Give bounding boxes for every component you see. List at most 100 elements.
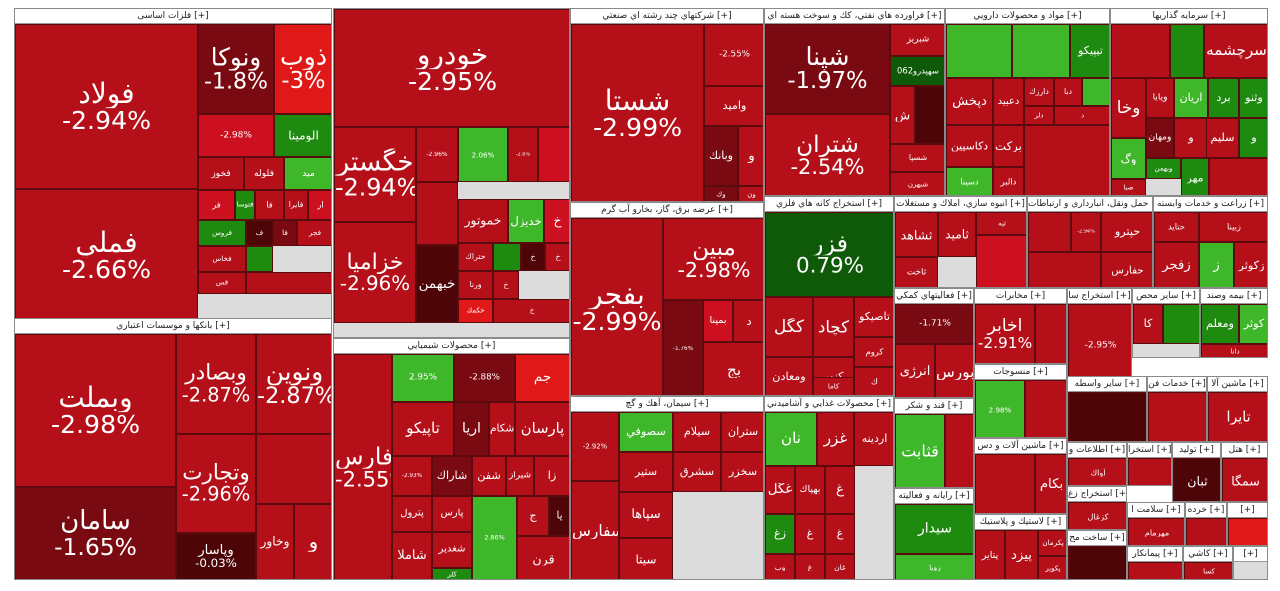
sector-header[interactable]: منسوجات [+] xyxy=(975,365,1066,380)
stock-tile[interactable]: كزغال xyxy=(1068,502,1126,529)
stock-tile[interactable] xyxy=(1228,518,1267,545)
stock-tile[interactable]: وبهمن xyxy=(1146,158,1181,179)
stock-tile[interactable]: 2.86% xyxy=(472,496,517,579)
sector-header[interactable]: استخراج سا [+] xyxy=(1068,289,1131,304)
stock-tile[interactable] xyxy=(1028,212,1071,252)
stock-tile[interactable]: غ xyxy=(795,554,825,579)
stock-tile[interactable] xyxy=(1170,24,1204,78)
sector-header[interactable]: فلزات اساسی [+] xyxy=(15,9,331,24)
stock-tile[interactable]: د xyxy=(733,300,763,342)
stock-tile[interactable]: اخابر -2.91% xyxy=(975,304,1035,363)
stock-tile[interactable]: ونوين -2.87% xyxy=(256,334,331,434)
stock-tile[interactable]: خبهمن xyxy=(416,245,458,323)
stock-tile[interactable]: دبا xyxy=(1054,78,1082,106)
stock-tile[interactable]: پيزد xyxy=(1005,530,1038,579)
sector-header[interactable]: شركتهاي چند رشته اي صنعتي [+] xyxy=(571,9,763,24)
sector-header[interactable]: انبوه سازي، املاك و مستغلات [+] xyxy=(895,197,1026,212)
stock-tile[interactable]: ستران xyxy=(721,412,763,452)
stock-tile[interactable]: د xyxy=(1054,106,1109,125)
stock-tile[interactable]: سيتا xyxy=(619,538,673,579)
stock-tile[interactable] xyxy=(1148,392,1206,441)
stock-tile[interactable]: سامان -1.65% xyxy=(15,487,176,579)
stock-tile[interactable] xyxy=(1082,78,1109,106)
stock-tile[interactable] xyxy=(246,246,273,272)
stock-tile[interactable]: غان xyxy=(825,554,855,579)
stock-tile[interactable]: خ xyxy=(545,243,569,271)
stock-tile[interactable]: حفارس xyxy=(1101,252,1152,287)
sector-header[interactable]: مواد و محصولات دارويي [+] xyxy=(946,9,1109,24)
stock-tile[interactable]: وبصادر -2.87% xyxy=(176,334,256,434)
stock-tile[interactable]: خموتور xyxy=(458,199,508,243)
stock-tile[interactable]: فا xyxy=(273,220,297,246)
sector-header[interactable]: خرده [+] xyxy=(1186,503,1226,518)
stock-tile[interactable]: زفجر xyxy=(1154,242,1199,287)
stock-tile[interactable] xyxy=(1128,458,1171,485)
stock-tile[interactable]: سليم xyxy=(1206,118,1239,158)
stock-tile[interactable]: فروس xyxy=(198,220,246,246)
stock-tile[interactable]: وثنو xyxy=(1239,78,1267,118)
stock-tile[interactable]: خديزل xyxy=(508,199,544,243)
stock-tile[interactable]: صبا xyxy=(1111,179,1146,195)
stock-tile[interactable] xyxy=(1024,125,1109,195)
stock-tile[interactable]: -1.71% xyxy=(895,304,973,344)
sector-header[interactable]: بانكها و موسسات اعتباري [+] xyxy=(15,319,331,334)
sector-header[interactable]: محصولات شيميايي [+] xyxy=(334,339,569,354)
stock-tile[interactable]: فجر xyxy=(297,220,331,246)
stock-tile[interactable]: ثبه xyxy=(976,212,1026,235)
stock-tile[interactable]: وب xyxy=(765,554,795,579)
sector-header[interactable]: اطلاعات و [+] xyxy=(1068,443,1126,458)
sector-header[interactable]: سرمايه گذاريها [+] xyxy=(1111,9,1267,24)
stock-tile[interactable]: زا xyxy=(534,456,569,496)
stock-tile[interactable]: بورس xyxy=(935,344,973,397)
stock-tile[interactable]: سهپدرو062 xyxy=(890,56,944,86)
sector-header[interactable]: توليد [+] xyxy=(1173,443,1220,458)
stock-tile[interactable]: بج xyxy=(703,342,763,395)
stock-tile[interactable]: حتايد xyxy=(1154,212,1199,242)
stock-tile[interactable]: قثابت xyxy=(895,414,945,487)
stock-tile[interactable]: وك xyxy=(704,186,738,201)
stock-tile[interactable]: بمپنا xyxy=(703,300,733,342)
stock-tile[interactable]: دالبر xyxy=(993,167,1024,195)
stock-tile[interactable] xyxy=(1012,24,1070,78)
stock-tile[interactable]: -2.92% xyxy=(571,412,619,481)
stock-tile[interactable]: خگستر -2.94% xyxy=(334,127,416,222)
stock-tile[interactable]: كاما xyxy=(813,377,854,395)
stock-tile[interactable]: سيلام xyxy=(673,412,721,452)
stock-tile[interactable]: نان xyxy=(765,412,817,466)
sector-header[interactable]: سيمان، آهك و گچ [+] xyxy=(571,397,763,412)
stock-tile[interactable]: فولاد -2.94% xyxy=(15,24,198,189)
stock-tile[interactable] xyxy=(975,454,1035,513)
stock-tile[interactable]: غگل xyxy=(765,466,795,514)
stock-tile[interactable]: بفجر -2.99% xyxy=(571,218,663,395)
stock-tile[interactable]: تاپيكو xyxy=(392,402,454,456)
stock-tile[interactable]: فزر 0.79% xyxy=(765,212,893,297)
sector-header[interactable]: استخرا [+] xyxy=(1128,443,1171,458)
stock-tile[interactable] xyxy=(1028,252,1101,287)
stock-tile[interactable]: ونوكا -1.8% xyxy=(198,24,274,114)
stock-tile[interactable] xyxy=(1035,304,1066,363)
stock-tile[interactable]: سفارس xyxy=(571,481,619,579)
stock-tile[interactable]: وامید xyxy=(704,86,763,126)
stock-tile[interactable]: رويا xyxy=(895,554,973,579)
sector-header[interactable]: عرضه برق، گاز، بخارو آب گرم [+] xyxy=(571,203,763,218)
stock-tile[interactable]: سرچشمه xyxy=(1204,24,1267,78)
stock-tile[interactable]: فخاس xyxy=(198,246,246,272)
stock-tile[interactable] xyxy=(946,24,1012,78)
stock-tile[interactable]: كروم xyxy=(854,337,893,367)
sector-header[interactable]: استخراج زغ [+] xyxy=(1068,487,1126,502)
stock-tile[interactable]: ار xyxy=(308,190,331,220)
sector-header[interactable]: پيمانكار [+] xyxy=(1128,547,1182,562)
stock-tile[interactable]: شيراز xyxy=(506,456,534,496)
stock-tile[interactable]: كلر xyxy=(432,568,472,579)
stock-tile[interactable]: -2.55% xyxy=(704,24,763,86)
stock-tile[interactable]: ذوب -3% xyxy=(274,24,331,114)
stock-tile[interactable]: 2.98% xyxy=(975,380,1025,437)
stock-tile[interactable]: پتاير xyxy=(975,530,1005,579)
stock-tile[interactable]: فخوز xyxy=(198,157,244,190)
sector-header[interactable]: فراورده هاي نفتي، كك و سوخت هسته اي [+] xyxy=(765,9,944,24)
stock-tile[interactable]: سيدار xyxy=(895,504,973,554)
stock-tile[interactable]: وپاسار -0.03% xyxy=(176,533,256,579)
stock-tile[interactable]: وتجارت -2.96% xyxy=(176,434,256,533)
stock-tile[interactable]: ون xyxy=(738,186,763,201)
stock-tile[interactable]: شبريز xyxy=(890,24,944,56)
